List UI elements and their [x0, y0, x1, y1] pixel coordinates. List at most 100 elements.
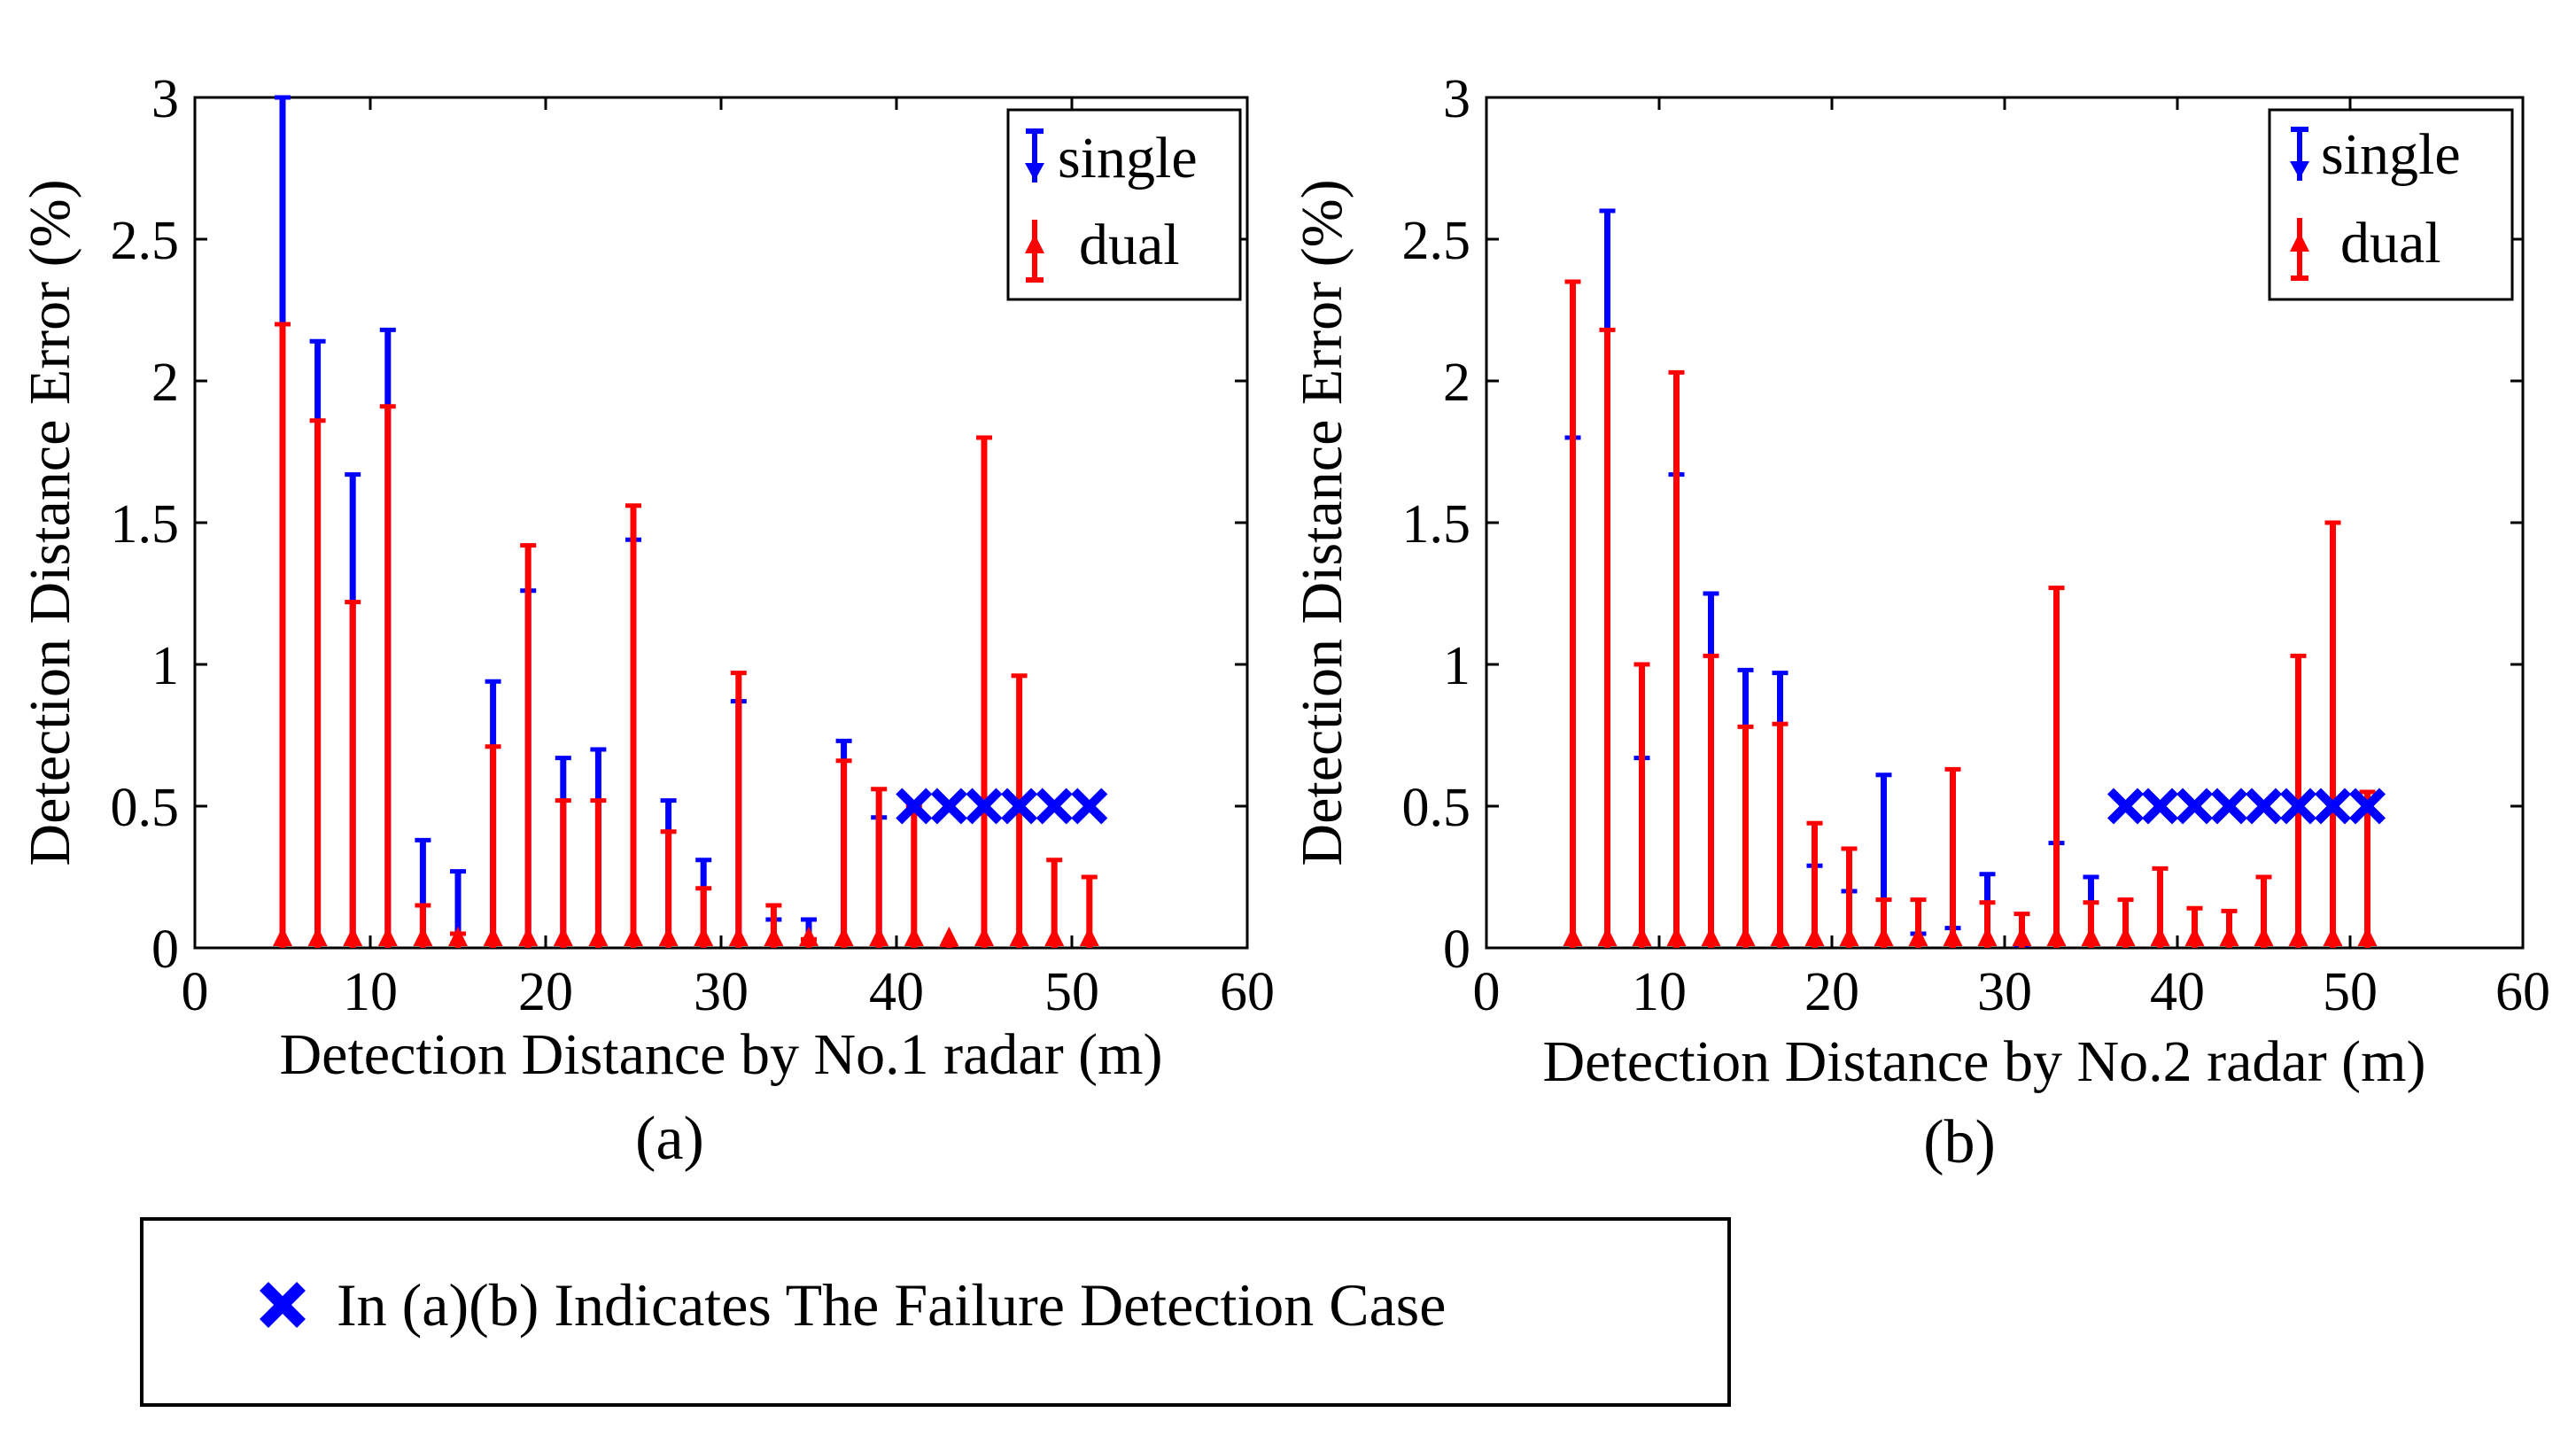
panel-a-legend-single-label: single — [1058, 126, 1198, 190]
panel-a-dual-marker — [728, 927, 749, 946]
panel-a-failure-marker — [966, 788, 1003, 825]
panel-b-ytick-label: 0 — [1443, 920, 1470, 980]
panel-b-dual-marker — [1943, 927, 1963, 946]
panel-b-failure-stroke — [2141, 788, 2179, 825]
panel-b-xtick-label: 20 — [1804, 962, 1859, 1022]
panel-b-failure-marker — [2314, 788, 2352, 825]
panel-b-ytick-label: 2.5 — [1402, 211, 1471, 271]
panel-a-dual-marker — [799, 927, 819, 946]
panel-a-ytick-label: 3 — [151, 69, 179, 129]
panel-b-xtick-label: 10 — [1632, 962, 1687, 1022]
panel-a-dual-marker — [869, 927, 889, 946]
panel-a-dual-marker — [658, 927, 679, 946]
panel-b-failure-marker — [2245, 788, 2283, 825]
panel-b-xtick-label: 50 — [2323, 962, 2378, 1022]
panel-a-legend-single-marker — [1025, 163, 1044, 181]
panel-b-xlabel: Detection Distance by No.2 radar (m) — [1543, 1029, 2426, 1094]
panel-a-xtick-label: 20 — [518, 962, 573, 1022]
panel-a-dual-marker — [377, 927, 398, 946]
panel-b-ytick-label: 0.5 — [1402, 778, 1471, 838]
failure-note-text: In (a)(b) Indicates The Failure Detectio… — [337, 1271, 1446, 1339]
failure-note-box — [140, 1217, 1731, 1407]
panel-b-dual-marker — [1874, 927, 1894, 946]
panel-a-ytick-label: 2.5 — [111, 211, 180, 271]
panel-a-legend: single dual — [1006, 108, 1242, 301]
panel-b-dual-marker — [2012, 927, 2032, 946]
panel-b-failure-stroke — [2314, 788, 2352, 825]
panel-b-ytick-label: 2 — [1443, 353, 1470, 413]
panel-a-ytick-label: 1 — [151, 636, 179, 696]
panel-a-xtick-label: 30 — [694, 962, 749, 1022]
panel-a-failure-stroke — [930, 788, 967, 825]
panel-b-failure-stroke — [2279, 788, 2317, 825]
panel-b-legend-dual-marker — [2290, 232, 2309, 252]
panel-a-dual-marker — [518, 927, 539, 946]
panel-a-failure-stroke — [1001, 788, 1038, 825]
panel-b-dual-marker — [1770, 927, 1790, 946]
panel-b-failure-stroke — [2107, 788, 2145, 825]
panel-a-dual-marker — [1009, 927, 1029, 946]
panel-b-failure-stroke — [2348, 788, 2386, 825]
panel-b-failure-stroke — [2210, 788, 2248, 825]
panel-a-dual-marker — [307, 927, 328, 946]
panel-a-xtick-label: 0 — [182, 962, 209, 1022]
panel-a-dual-marker — [448, 927, 468, 946]
panel-a-dual-marker — [834, 927, 854, 946]
panel-b-dual-marker — [1701, 927, 1721, 946]
panel-b-dual-marker — [1597, 927, 1618, 946]
panel-a-ytick-label: 1.5 — [111, 494, 180, 555]
panel-a-legend-box — [1006, 108, 1242, 301]
panel-b-dual-marker — [2115, 927, 2136, 946]
panel-b-label: (b) — [1923, 1108, 1996, 1176]
panel-b-failure-marker — [2176, 788, 2214, 825]
panel-b-dual-marker — [1839, 927, 1859, 946]
panel-a-ylabel: Detection Distance Error (%) — [18, 179, 82, 865]
failure-note-cross-icon — [260, 1282, 306, 1328]
panel-b-xtick-label: 40 — [2150, 962, 2205, 1022]
panel-b-dual-marker — [1666, 927, 1687, 946]
panel-b-legend-box — [2268, 108, 2514, 301]
panel-b-ytick-label: 1.5 — [1402, 494, 1471, 555]
panel-a-xlabel: Detection Distance by No.1 radar (m) — [280, 1022, 1163, 1087]
panel-a-failure-marker — [1001, 788, 1038, 825]
panel-b-failure-marker — [2141, 788, 2179, 825]
panel-b-dual-marker — [2046, 927, 2067, 946]
panel-a-failure-stroke — [896, 788, 933, 825]
panel-b-dual-marker — [1908, 927, 1928, 946]
panel-a-failure-marker — [930, 788, 967, 825]
panel-b-failure-stroke — [2176, 788, 2214, 825]
panel-a-ytick-label: 0 — [151, 920, 179, 980]
panel-a-failure-stroke — [1071, 788, 1108, 825]
panel-a-dual-marker — [974, 927, 994, 946]
panel-b-xtick-label: 30 — [1977, 962, 2032, 1022]
panel-a-xtick-label: 60 — [1220, 962, 1275, 1022]
panel-b-dual-marker — [2323, 927, 2343, 946]
panel-a-dual-marker — [413, 927, 433, 946]
panel-a-dual-marker — [553, 927, 573, 946]
panel-b-failure-stroke — [2245, 788, 2283, 825]
panel-b-failure-marker — [2348, 788, 2386, 825]
panel-b-legend-dual-label: dual — [2340, 211, 2441, 276]
panel-a-dual-marker — [694, 927, 714, 946]
panel-b-dual-marker — [2184, 927, 2205, 946]
panel-b-dual-marker — [1977, 927, 1998, 946]
panel-a-dual-marker — [904, 927, 924, 946]
panel-b-dual-marker — [2254, 927, 2274, 946]
panel-a-marks: 0 10 20 30 40 50 60 0 0.5 1 1.5 2 2.5 3 — [111, 69, 1276, 1022]
panel-a-xtick-label: 40 — [869, 962, 924, 1022]
panel-b-dual-marker — [1804, 927, 1825, 946]
panel-b-dual-marker — [1563, 927, 1583, 946]
panel-b-dual-marker — [2288, 927, 2308, 946]
panel-a-dual-marker — [483, 927, 503, 946]
panel-b-marks: 0 10 20 30 40 50 60 0 0.5 1 1.5 2 2.5 3 — [1402, 69, 2551, 1022]
panel-b-legend: single dual — [2268, 108, 2514, 301]
panel-a-dual-marker — [624, 927, 643, 946]
panel-a-legend-dual-marker — [1025, 234, 1044, 253]
panel-a-failure-marker — [1071, 788, 1108, 825]
panel-b-legend-single-marker — [2290, 161, 2309, 179]
panel-b-xtick-label: 0 — [1473, 962, 1501, 1022]
panel-b-ytick-label: 3 — [1443, 69, 1470, 129]
panel-a-dual-marker — [343, 927, 363, 946]
panel-b-dual-marker — [2219, 927, 2239, 946]
